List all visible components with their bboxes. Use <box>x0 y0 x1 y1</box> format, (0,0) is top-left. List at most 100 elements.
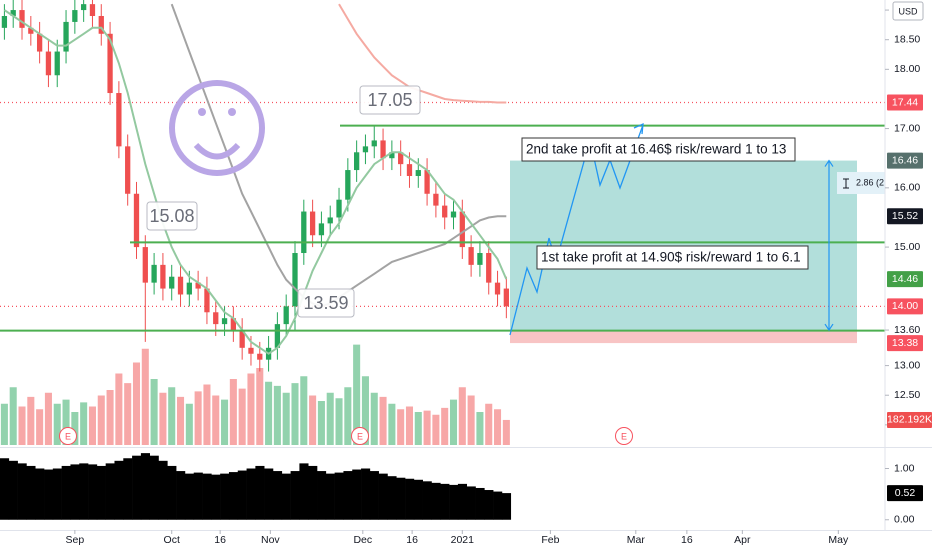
volume-bar <box>458 387 466 445</box>
indicator-bar <box>167 465 177 520</box>
candle-body <box>125 146 131 194</box>
indicator-bar <box>325 473 335 520</box>
price-label-box <box>887 298 923 315</box>
indicator-bar <box>184 473 195 520</box>
volume-bar <box>247 373 255 445</box>
indicator-bar <box>361 468 371 520</box>
callout-label: 13.59 <box>303 293 348 313</box>
x-tick-label: Nov <box>261 534 280 546</box>
indicator-bar <box>35 468 45 520</box>
candle-body <box>19 10 25 28</box>
indicator-bar <box>449 484 459 520</box>
volume-bar <box>265 381 273 445</box>
candle-body <box>160 264 166 289</box>
indicator-bar <box>228 472 239 520</box>
volume-bar <box>361 376 369 445</box>
smiley-eye <box>228 108 236 116</box>
candle-body <box>345 170 351 200</box>
earnings-label: E <box>357 431 363 441</box>
projection-path <box>509 124 644 336</box>
indicator-bar <box>132 455 142 520</box>
x-tick-label: Sep <box>66 534 85 546</box>
indicator-bar <box>123 458 133 520</box>
volume-bar <box>132 362 141 445</box>
indicator-bar <box>79 463 89 520</box>
indicator-bar <box>149 455 159 520</box>
volume-bar <box>397 409 405 445</box>
candle-body <box>116 93 122 147</box>
volume-bar <box>27 396 35 445</box>
y-tick-label: 17.00 <box>894 122 920 134</box>
candle-body <box>406 164 413 176</box>
indicator-bar <box>88 464 98 520</box>
candle-body <box>450 211 457 218</box>
volume-bar <box>309 395 317 445</box>
arrowhead <box>824 159 834 332</box>
volume-bar <box>115 373 123 445</box>
indicator-bar <box>70 464 80 520</box>
indicator-bar <box>61 465 71 520</box>
x-tick-label: May <box>828 534 849 546</box>
x-tick-label: Oct <box>164 534 180 546</box>
projection-arrowhead <box>633 122 644 135</box>
volume-bar <box>36 409 44 445</box>
volume-bar <box>432 414 440 445</box>
candle-body <box>362 146 369 153</box>
candle-body <box>221 318 228 325</box>
x-tick-label: Mar <box>627 534 646 546</box>
volume-bar <box>502 419 510 445</box>
candle-body <box>239 330 245 348</box>
candle-body <box>248 347 254 354</box>
price-label-box <box>887 152 923 169</box>
candle-body <box>204 288 210 313</box>
y-tick-label: 18.00 <box>894 63 920 75</box>
candle-body <box>380 140 386 159</box>
candle-body <box>318 223 325 236</box>
price-label: 16.46 <box>892 154 918 166</box>
candle-body <box>309 211 316 236</box>
candle-body <box>301 211 307 254</box>
candle-body <box>107 33 113 94</box>
candle-body <box>327 217 333 224</box>
callout-label: 15.08 <box>149 206 194 226</box>
axis-layer: 19.0018.5018.0017.0016.0015.0013.6013.00… <box>66 4 932 546</box>
candle-body <box>486 253 492 283</box>
indicator-bar <box>484 490 494 520</box>
volume-bar <box>370 392 378 445</box>
stats-icon <box>843 178 849 189</box>
candle-body <box>477 253 483 265</box>
front-layer: 17.05 15.08 13.59 2.86 (21. 2nd take profit … <box>0 85 892 445</box>
indicator-bar <box>466 486 476 520</box>
indicator-bar <box>440 483 450 520</box>
indicator-bar <box>378 473 388 520</box>
moving-average <box>3 9 508 355</box>
volume-bar <box>353 344 361 445</box>
candle-body <box>292 253 298 307</box>
volume-bar <box>485 403 493 445</box>
indicator-bar <box>26 465 36 520</box>
indicator-bar <box>387 476 397 520</box>
volume-bar <box>80 402 88 445</box>
volume-bar <box>229 379 237 445</box>
candle-body <box>177 276 184 295</box>
stats-label: 2.86 (21. <box>856 177 892 187</box>
earnings-label: E <box>65 431 71 441</box>
moving-average <box>338 3 507 104</box>
volume-bar <box>177 396 185 445</box>
volume-bar <box>273 385 281 445</box>
position-profit-zone <box>510 160 857 331</box>
note-box <box>521 137 796 162</box>
candle-body <box>442 205 448 218</box>
volume-bar <box>44 392 52 445</box>
indicator-bar <box>202 473 212 520</box>
y-tick-label: 13.60 <box>894 324 920 336</box>
volume-bar <box>300 376 308 445</box>
indicator-bar <box>457 483 468 520</box>
indicator-bar <box>475 487 485 520</box>
volume-bar <box>344 387 352 445</box>
candle-body <box>398 152 404 165</box>
indicator-bar <box>176 471 186 520</box>
indicator-bar <box>52 468 62 520</box>
candle-body <box>89 4 96 16</box>
indicator-bar <box>211 474 221 520</box>
